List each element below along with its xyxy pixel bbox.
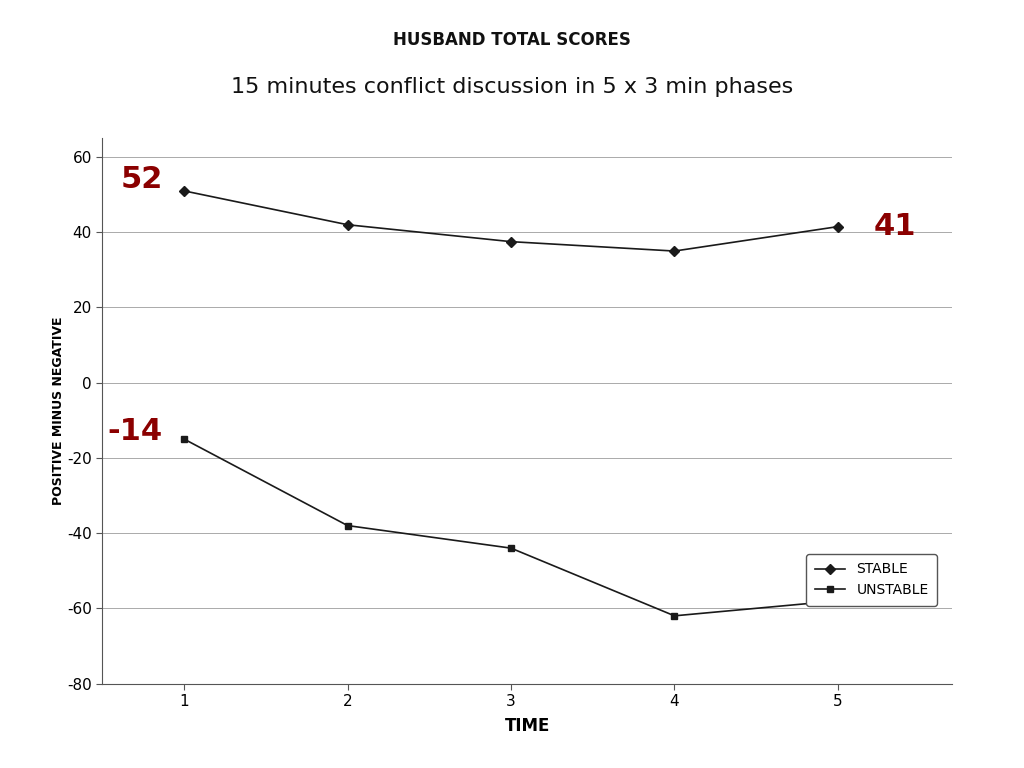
Text: -57: -57 — [873, 575, 929, 604]
Line: UNSTABLE: UNSTABLE — [180, 435, 842, 619]
Legend: STABLE, UNSTABLE: STABLE, UNSTABLE — [806, 554, 937, 606]
STABLE — [341, 220, 353, 230]
Text: -14: -14 — [108, 417, 163, 446]
Text: 15 minutes conflict discussion in 5 x 3 min phases: 15 minutes conflict discussion in 5 x 3 … — [230, 77, 794, 97]
Text: 41: 41 — [873, 212, 916, 241]
STABLE — [669, 247, 681, 256]
X-axis label: TIME: TIME — [505, 717, 550, 735]
STABLE — [831, 222, 844, 231]
Text: 52: 52 — [121, 165, 163, 194]
UNSTABLE — [831, 596, 844, 605]
UNSTABLE — [505, 544, 517, 553]
Text: HUSBAND TOTAL SCORES: HUSBAND TOTAL SCORES — [393, 31, 631, 48]
STABLE — [505, 237, 517, 247]
Line: STABLE: STABLE — [180, 187, 842, 254]
Y-axis label: POSITIVE MINUS NEGATIVE: POSITIVE MINUS NEGATIVE — [52, 316, 66, 505]
STABLE — [178, 187, 190, 196]
UNSTABLE — [341, 521, 353, 530]
UNSTABLE — [178, 435, 190, 444]
UNSTABLE — [669, 611, 681, 621]
